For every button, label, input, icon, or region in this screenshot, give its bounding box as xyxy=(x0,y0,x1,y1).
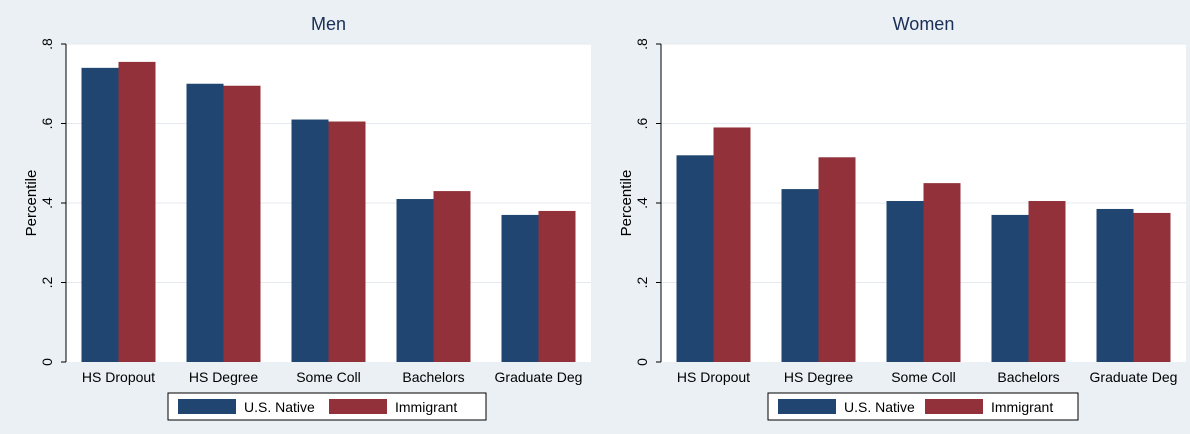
bar-us-native xyxy=(397,199,434,362)
bar-us-native xyxy=(1097,209,1134,362)
bar-immigrant xyxy=(924,183,961,362)
bar-us-native xyxy=(992,215,1029,362)
x-tick-label: HS Degree xyxy=(784,369,853,385)
bar-immigrant xyxy=(539,211,576,362)
bar-immigrant xyxy=(1134,213,1171,362)
legend-swatch xyxy=(778,399,836,414)
bar-immigrant xyxy=(224,86,261,362)
x-tick-label: Bachelors xyxy=(402,369,464,385)
x-tick-label: HS Dropout xyxy=(82,369,155,385)
y-tick-label: .6 xyxy=(39,117,55,129)
chart-men: Men 0 .2 .4 .6 .8 Percentile HS Dropout HS Degre… xyxy=(0,0,595,434)
bar-immigrant xyxy=(714,127,751,362)
x-tick-label: Some Coll xyxy=(296,369,361,385)
panel-men: Men 0 .2 .4 .6 .8 Percentile HS Dropout HS Degre… xyxy=(0,0,595,434)
x-tick-label: Bachelors xyxy=(997,369,1059,385)
y-tick-label: .8 xyxy=(634,38,650,50)
legend-swatch xyxy=(925,399,983,414)
chart-women: Women 0 .2 .4 .6 .8 Percentile HS Dropout HS Deg… xyxy=(595,0,1190,434)
bar-us-native xyxy=(292,120,329,362)
bar-us-native xyxy=(502,215,539,362)
legend-swatch xyxy=(329,399,387,414)
legend-label: Immigrant xyxy=(395,399,457,415)
bar-us-native xyxy=(887,201,924,362)
chart-title: Women xyxy=(893,14,955,34)
bar-immigrant xyxy=(1029,201,1066,362)
bar-us-native xyxy=(82,68,119,362)
bar-us-native xyxy=(677,155,714,362)
y-tick-label: 0 xyxy=(634,358,650,366)
x-tick-label: HS Degree xyxy=(189,369,258,385)
x-tick-label: Some Coll xyxy=(891,369,956,385)
y-tick-label: .4 xyxy=(634,197,650,209)
y-tick-label: .6 xyxy=(634,117,650,129)
bar-us-native xyxy=(782,189,819,362)
bar-immigrant xyxy=(434,191,471,362)
bar-immigrant xyxy=(329,122,366,362)
panel-women: Women 0 .2 .4 .6 .8 Percentile HS Dropout HS Deg… xyxy=(595,0,1190,434)
x-tick-label: Graduate Deg xyxy=(495,369,583,385)
y-axis-label: Percentile xyxy=(618,170,635,237)
legend-swatch xyxy=(178,399,236,414)
chart-title: Men xyxy=(311,14,346,34)
bar-us-native xyxy=(187,84,224,362)
y-tick-label: .2 xyxy=(634,276,650,288)
y-tick-label: .2 xyxy=(39,276,55,288)
y-axis-label: Percentile xyxy=(23,170,40,237)
bar-immigrant xyxy=(119,62,156,362)
x-tick-label: HS Dropout xyxy=(677,369,750,385)
legend-label: U.S. Native xyxy=(844,399,915,415)
x-tick-label: Graduate Deg xyxy=(1090,369,1178,385)
y-tick-label: .4 xyxy=(39,197,55,209)
y-tick-label: .8 xyxy=(39,38,55,50)
legend-label: U.S. Native xyxy=(244,399,315,415)
legend-label: Immigrant xyxy=(991,399,1053,415)
bar-immigrant xyxy=(819,157,856,362)
y-tick-label: 0 xyxy=(39,358,55,366)
